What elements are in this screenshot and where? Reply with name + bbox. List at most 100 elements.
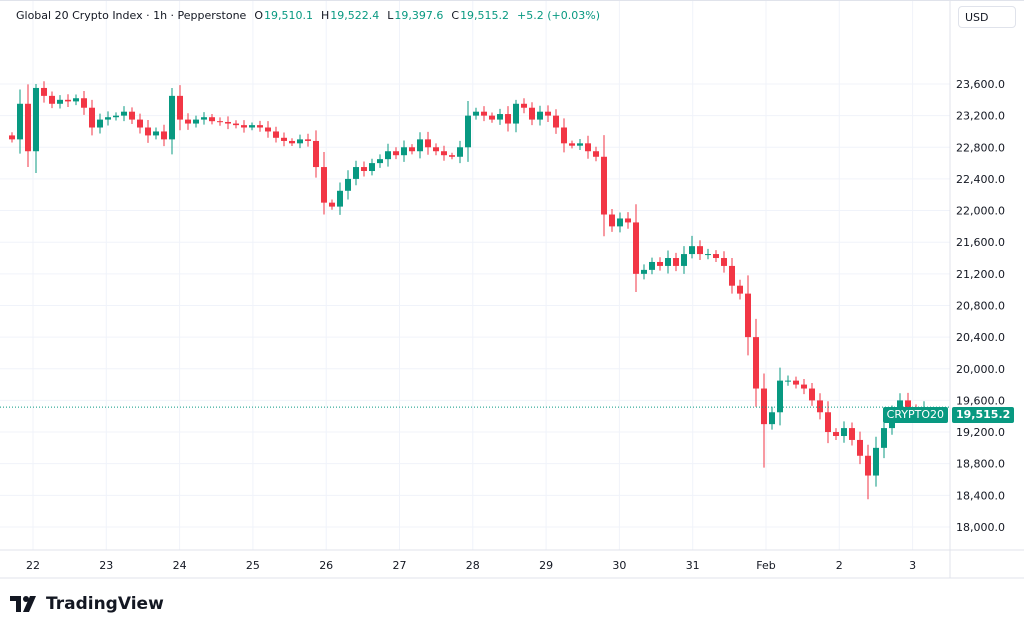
candle-body [441,151,447,156]
candle-body [817,400,823,413]
candle-body [665,258,671,266]
candle-body [625,218,631,223]
candle-body [193,119,199,124]
candle-body [9,135,15,140]
candle-body [633,222,639,274]
candle-body [513,103,519,124]
y-tick-label: 22,400.0 [956,173,1005,186]
y-tick-label: 18,400.0 [956,489,1005,502]
x-tick-label: 28 [466,559,480,572]
candle-body [81,98,87,108]
close-value: 19,515.2 [460,9,510,22]
y-tick-label: 21,200.0 [956,268,1005,281]
candle-body [257,125,263,128]
candle-body [809,388,815,401]
candle-body [473,111,479,116]
x-tick-label: 24 [173,559,187,572]
candle-body [801,384,807,389]
x-tick-label: 31 [686,559,700,572]
y-tick-label: 20,400.0 [956,331,1005,344]
candle-body [617,218,623,227]
candle-body [361,167,367,172]
y-tick-label: 23,600.0 [956,78,1005,91]
candle-body [57,99,63,104]
candle-body [433,147,439,152]
candle-body [721,258,727,266]
candle-body [145,127,151,136]
candle-body [305,139,311,141]
candle-body [401,147,407,156]
candle-body [217,121,223,123]
x-tick-label: 27 [393,559,407,572]
candle-body [457,147,463,157]
y-tick-label: 19,600.0 [956,394,1005,407]
tradingview-logo[interactable]: TradingView [10,594,164,614]
candle-body [553,115,559,128]
candle-body [649,261,655,270]
candle-body [201,117,207,120]
candle-body [113,115,119,118]
high-value: 19,522.4 [330,9,380,22]
candle-body [777,380,783,413]
candle-body [169,95,175,140]
candle-body [273,131,279,138]
candle-body [601,156,607,215]
candle-body [177,95,183,120]
candle-body [905,400,911,409]
candle-body [497,114,503,120]
legend-header: Global 20 Crypto Index · 1h · Pepperston… [16,9,601,22]
candle-body [745,293,751,338]
candle-body [297,139,303,144]
candle-body [569,143,575,146]
close-label: C [451,9,460,22]
x-tick-label: 2 [836,559,843,572]
candle-body [545,111,551,116]
candle-body [737,285,743,294]
x-tick-label: 25 [246,559,260,572]
candle-body [121,111,127,116]
candle-body [673,258,679,266]
candle-body [537,111,543,120]
currency-button[interactable]: USD [958,6,1016,28]
open-label: O [254,9,263,22]
candle-body [377,159,383,164]
candle-body [321,167,327,203]
candle-body [577,143,583,146]
candle-body [153,131,159,136]
candle-body [585,143,591,152]
x-tick-label: 22 [26,559,40,572]
y-tick-label: 18,000.0 [956,521,1005,534]
y-tick-label: 18,800.0 [956,458,1005,471]
candle-body [489,115,495,120]
candle-body [465,115,471,148]
open-value: 19,510.1 [264,9,313,22]
x-tick-label: Feb [756,559,775,572]
candle-body [761,388,767,425]
candle-body [329,202,335,207]
candle-body [249,125,255,128]
candle-body [369,163,375,172]
candle-body [753,337,759,389]
x-tick-label: 30 [612,559,626,572]
candle-body [313,140,319,168]
y-tick-label: 20,000.0 [956,363,1005,376]
candle-body [241,125,247,128]
y-tick-label: 23,200.0 [956,110,1005,123]
candle-body [385,151,391,160]
candle-body [641,269,647,274]
candle-body [713,254,719,259]
change-value: +5.2 (+0.03%) [517,9,600,22]
candle-body [161,131,167,140]
symbol-title: Global 20 Crypto Index · 1h · Pepperston… [16,9,247,22]
candle-body [129,111,135,120]
candle-body [825,412,831,433]
candle-body [25,103,31,152]
candle-body [409,147,415,152]
y-tick-label: 20,800.0 [956,299,1005,312]
candle-body [833,432,839,436]
x-tick-label: 3 [909,559,916,572]
candle-body [393,151,399,156]
candle-body [97,119,103,128]
candle-body [793,380,799,385]
